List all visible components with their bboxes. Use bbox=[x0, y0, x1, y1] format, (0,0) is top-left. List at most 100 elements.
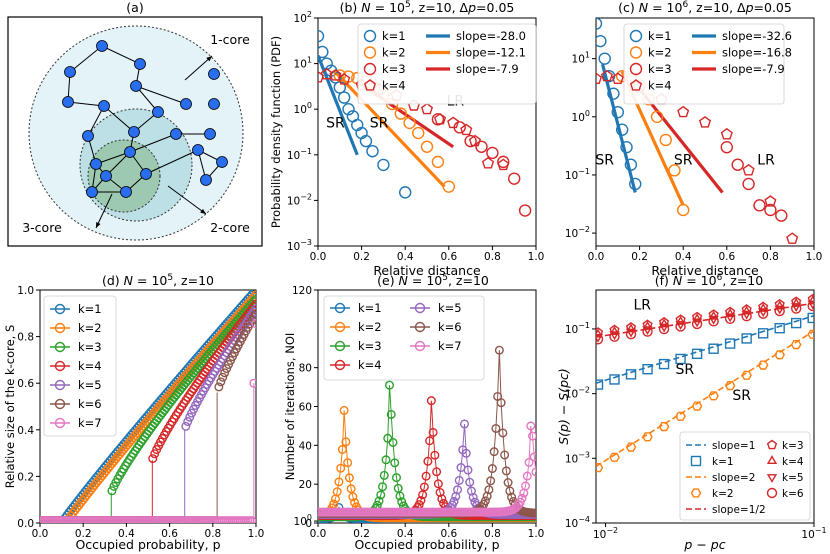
legend: k=1 k=2 k=3 k=4 k=5 k=6 k=7 bbox=[43, 295, 117, 437]
legend-marker bbox=[690, 488, 702, 498]
y-axis-label: Number of iterations, NOI bbox=[283, 333, 297, 481]
legend-marker bbox=[363, 46, 377, 59]
y-tick-label: 0.8 bbox=[17, 332, 34, 344]
y-tick-label: 1.0 bbox=[17, 285, 34, 297]
data-point bbox=[526, 421, 536, 431]
data-point bbox=[341, 437, 351, 447]
legend-marker bbox=[54, 360, 66, 372]
legend-marker bbox=[414, 302, 426, 314]
data-point bbox=[337, 444, 347, 454]
region-label: SR bbox=[595, 153, 614, 169]
fit-line bbox=[596, 314, 814, 384]
data-point bbox=[741, 311, 752, 322]
data-point bbox=[466, 486, 476, 496]
legend-label: k=2 bbox=[78, 321, 102, 335]
panel-c-title: (c) N = 106, z=10, Δp=0.05 bbox=[618, 0, 792, 15]
data-point bbox=[486, 146, 499, 160]
legend-label: k=7 bbox=[438, 339, 462, 353]
data-point bbox=[251, 309, 256, 319]
data-point bbox=[107, 486, 117, 496]
x-tick-label: 0.0 bbox=[310, 528, 327, 540]
one-core-label: 1-core bbox=[210, 32, 250, 47]
data-point bbox=[329, 69, 342, 81]
data-point bbox=[774, 305, 785, 317]
network-node bbox=[124, 146, 136, 158]
axes-f: 10−2 10−1 10−4 10−3 10−2 10−1 bbox=[565, 289, 827, 541]
legend-marker bbox=[54, 322, 66, 334]
data-point bbox=[249, 378, 256, 388]
data-point bbox=[423, 456, 433, 466]
data-point bbox=[790, 340, 802, 350]
data-point bbox=[449, 496, 459, 506]
data-point bbox=[691, 401, 703, 411]
data-point bbox=[625, 328, 637, 340]
legend-box bbox=[623, 23, 785, 105]
data-point bbox=[337, 91, 351, 104]
legend-label: k=2 bbox=[358, 320, 382, 334]
legend-label: k=4 bbox=[358, 358, 382, 372]
data-point bbox=[620, 141, 633, 154]
y-tick-label: 101 bbox=[294, 56, 312, 71]
data-point bbox=[498, 428, 508, 438]
network-edge bbox=[101, 45, 141, 65]
data-point bbox=[394, 107, 408, 120]
network-edge bbox=[103, 105, 135, 133]
data-point bbox=[435, 487, 445, 497]
legend-marker bbox=[334, 359, 346, 371]
data-point bbox=[524, 457, 534, 467]
x-tick-label: 0.4 bbox=[397, 528, 414, 540]
data-point bbox=[625, 369, 637, 380]
data-point bbox=[642, 432, 653, 442]
data-point bbox=[720, 127, 733, 140]
legend-label: k=3 bbox=[78, 340, 102, 354]
x-tick-label: 1.0 bbox=[528, 528, 545, 540]
data-point bbox=[419, 482, 429, 492]
data-point bbox=[379, 470, 389, 480]
data-point bbox=[668, 164, 681, 177]
data-point bbox=[757, 308, 769, 319]
data-point bbox=[807, 329, 814, 339]
data-point bbox=[791, 297, 802, 307]
data-point bbox=[753, 199, 766, 212]
data-point bbox=[251, 304, 256, 314]
data-point bbox=[344, 473, 354, 483]
legend-label: k=6 bbox=[78, 397, 102, 411]
data-point bbox=[464, 134, 477, 148]
network-node bbox=[100, 170, 112, 182]
data-point bbox=[775, 209, 788, 222]
x-tick-label: 0.6 bbox=[440, 528, 457, 540]
data-point bbox=[790, 303, 802, 314]
legend-label: k=1 bbox=[712, 456, 734, 468]
y-tick-label: 0.2 bbox=[17, 471, 34, 483]
network-node bbox=[152, 106, 164, 118]
legend-label: k=7 bbox=[78, 416, 102, 430]
x-tick-label: 0.2 bbox=[75, 528, 92, 540]
data-point bbox=[377, 158, 390, 172]
data-point bbox=[397, 497, 407, 507]
data-point bbox=[442, 180, 455, 193]
y-tick-label: 10−2 bbox=[287, 192, 312, 207]
data-point bbox=[522, 471, 532, 481]
data-point bbox=[342, 102, 355, 116]
plot-frame bbox=[595, 289, 815, 524]
data-point bbox=[486, 476, 496, 486]
legend-label: k=5 bbox=[438, 301, 462, 315]
legend-box bbox=[43, 295, 117, 437]
data-point bbox=[677, 105, 690, 118]
network-node bbox=[64, 66, 76, 78]
two-core-arrow-head bbox=[200, 208, 206, 214]
legend-label: slope=1 bbox=[712, 440, 755, 452]
legend-label: slope=-12.1 bbox=[456, 46, 526, 60]
data-point bbox=[459, 419, 469, 429]
data-point bbox=[432, 467, 442, 477]
y-tick-label: 10−3 bbox=[565, 450, 590, 465]
axes-b: 0.0 0.2 0.4 0.6 0.8 1.0 10−3 10−2 10−1 100 101 102 bbox=[287, 10, 545, 263]
data-point bbox=[346, 484, 356, 494]
legend-label: k=3 bbox=[648, 62, 672, 76]
data-point bbox=[247, 516, 256, 523]
legend-marker bbox=[363, 79, 377, 91]
y-tick-label: 101 bbox=[572, 51, 590, 66]
data-point bbox=[658, 318, 670, 328]
three-core-arrow-head bbox=[96, 222, 101, 228]
legend-box bbox=[323, 295, 485, 381]
